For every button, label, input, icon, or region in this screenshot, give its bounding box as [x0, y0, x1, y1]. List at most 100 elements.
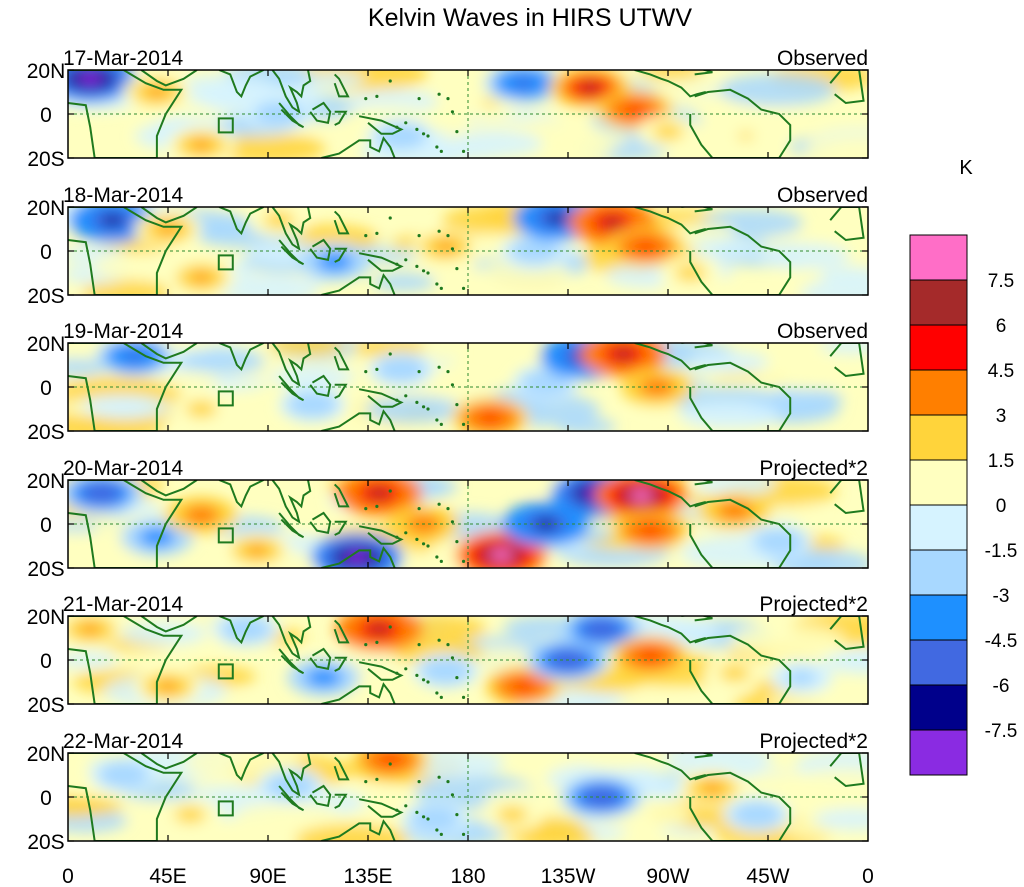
island: [446, 643, 450, 647]
texture-blob: [800, 278, 868, 295]
lon-label: 45E: [149, 865, 186, 887]
island: [435, 555, 439, 559]
texture-blob: [269, 343, 346, 357]
texture-blob: [717, 73, 836, 107]
coastline: [321, 273, 396, 295]
island: [439, 559, 443, 564]
panel-date: 20-Mar-2014: [63, 457, 184, 480]
island: [395, 535, 399, 539]
coastline: [681, 207, 713, 213]
lat-label: 20N: [27, 743, 66, 766]
anomaly-blob: [380, 754, 400, 765]
coastline: [309, 784, 332, 807]
island: [415, 264, 419, 268]
panel-date: 19-Mar-2014: [63, 320, 184, 343]
coastline: [358, 798, 404, 818]
lat-label: 20N: [27, 606, 66, 629]
island: [388, 625, 392, 629]
panel-status: Projected*2: [759, 457, 868, 480]
island: [426, 271, 430, 275]
texture-blob: [838, 648, 868, 666]
island: [461, 695, 466, 700]
anomaly-blob: [91, 487, 112, 499]
texture-blob: [535, 138, 614, 158]
colorbar-swatch: [909, 684, 968, 731]
anomaly-blob: [248, 546, 266, 555]
island: [388, 489, 392, 493]
anomaly-blob: [640, 525, 660, 536]
island: [404, 667, 408, 671]
island: [364, 234, 368, 238]
coastline: [321, 682, 396, 704]
texture-blob: [178, 349, 266, 374]
coastline: [271, 70, 312, 115]
anomaly-blob: [125, 351, 145, 362]
island: [417, 234, 421, 238]
coastline: [309, 374, 332, 397]
lat-label: 20S: [27, 694, 64, 717]
coastline: [333, 73, 350, 98]
island: [364, 780, 368, 784]
island: [435, 282, 439, 286]
coastline: [681, 480, 713, 486]
anomaly-blob: [513, 681, 534, 692]
coastline: [333, 756, 350, 781]
coastline: [278, 785, 305, 812]
panel-status: Observed: [777, 47, 868, 70]
texture-blob: [578, 753, 654, 770]
anomaly-blob: [368, 623, 390, 635]
island: [364, 97, 368, 101]
island: [455, 267, 459, 271]
anomaly-blob: [526, 246, 544, 256]
island: [388, 352, 392, 356]
coastline: [334, 520, 348, 536]
colorbar-label: 3: [996, 406, 1007, 427]
island: [375, 231, 379, 235]
coastline: [358, 388, 404, 408]
coastline: [829, 207, 865, 242]
panel-date: 18-Mar-2014: [63, 184, 184, 207]
texture-blob: [690, 239, 760, 259]
island: [404, 394, 408, 398]
colorbar-label: 4.5: [988, 361, 1014, 382]
coastline: [309, 238, 332, 261]
panel-status: Observed: [777, 184, 868, 207]
colorbar-swatch: [909, 369, 968, 416]
island: [450, 247, 455, 251]
island: [455, 540, 459, 544]
coastline: [321, 546, 396, 568]
anomaly-blob: [579, 82, 601, 93]
texture-blob: [450, 130, 543, 157]
anomaly-blob: [482, 99, 498, 107]
longitude-axis: 0 45E 90E 135E 180 135W 90W 45W 0: [62, 865, 874, 887]
island: [437, 775, 441, 779]
island: [404, 121, 408, 125]
texture-blob: [754, 362, 854, 391]
lon-label: 45W: [746, 865, 789, 887]
coastline: [321, 409, 396, 431]
colorbar-label: 6: [996, 316, 1007, 337]
panel-status: Projected*2: [759, 730, 868, 753]
colorbar-swatch: [909, 234, 968, 281]
coastline: [271, 753, 312, 798]
island: [439, 149, 443, 153]
anomaly-field: [68, 753, 868, 841]
texture-blob: [618, 689, 692, 704]
island: [364, 507, 368, 511]
colorbar-swatch: [909, 414, 968, 461]
coastline: [689, 771, 792, 841]
coastline: [309, 511, 332, 534]
island: [437, 638, 441, 642]
colorbar: 7.5 6 4.5 3 1.5 0 -1.5 -3 -4.5 -6 -7.5: [909, 234, 1017, 776]
anomaly-blob: [612, 348, 635, 360]
coastline: [333, 483, 350, 508]
anomaly-blob: [591, 791, 612, 803]
coastline: [334, 247, 348, 263]
anomaly-blob: [101, 214, 124, 226]
map-panels: 20N 0 20S 17-Mar-2014 Observed 20N 0 20S 18-Mar-…: [27, 47, 869, 854]
coastline: [333, 619, 350, 644]
anomaly-blob: [489, 548, 513, 561]
anomaly-blob: [147, 532, 166, 542]
coastline: [321, 819, 396, 841]
panel-6: 20N 0 20S 22-Mar-2014 Projected*2: [27, 730, 869, 854]
